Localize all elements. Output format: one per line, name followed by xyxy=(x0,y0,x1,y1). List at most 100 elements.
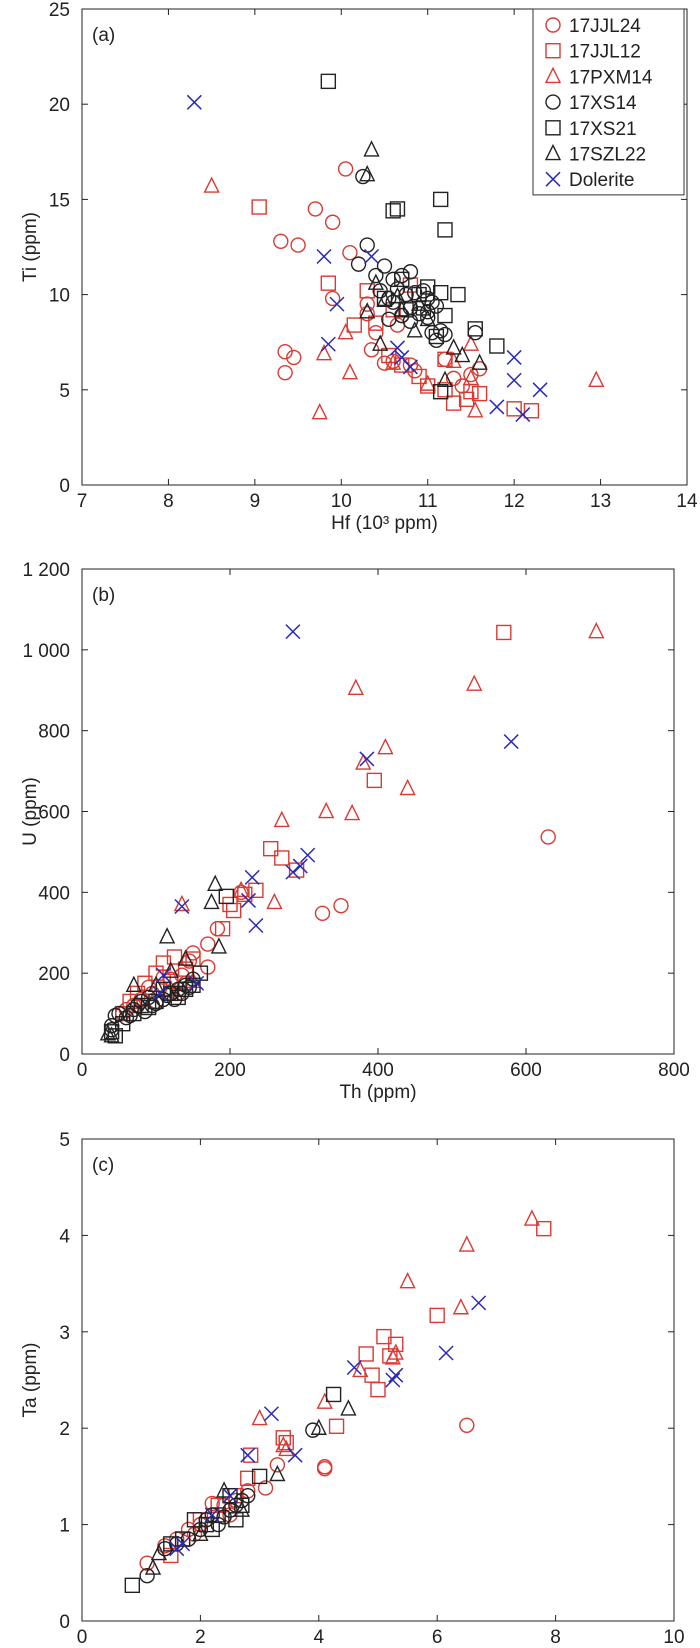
legend: 17JJL24 17JJL12 17PXM14 17XS14 17XS21 17SZL22… xyxy=(532,8,685,196)
data-point xyxy=(273,810,290,828)
y-tick-label: 15 xyxy=(49,190,70,211)
legend-label: 17PXM14 xyxy=(569,67,653,88)
x-tick-label: 0 xyxy=(77,1627,88,1648)
data-point xyxy=(290,237,306,253)
data-point xyxy=(359,165,376,182)
data-point xyxy=(240,1447,256,1463)
data-point xyxy=(393,300,410,317)
data-point xyxy=(368,324,384,341)
data-point xyxy=(462,368,480,386)
data-point xyxy=(163,1536,179,1552)
data-point xyxy=(540,829,556,845)
x-tick-label: 2 xyxy=(195,1627,206,1648)
plot-frame xyxy=(81,1138,675,1622)
data-point xyxy=(346,1359,362,1376)
data-point xyxy=(140,999,157,1016)
data-point xyxy=(269,1464,286,1482)
data-point xyxy=(147,975,165,993)
data-point xyxy=(523,403,540,419)
legend-marker xyxy=(544,66,562,84)
data-point xyxy=(148,965,164,981)
data-point xyxy=(251,1408,268,1426)
data-point xyxy=(463,366,479,383)
data-point xyxy=(366,772,382,789)
data-point xyxy=(471,385,488,402)
data-point xyxy=(368,267,384,284)
data-point xyxy=(342,245,358,261)
data-point xyxy=(359,751,375,767)
data-point xyxy=(364,248,380,265)
x-tick-label: 6 xyxy=(432,1627,443,1648)
data-point xyxy=(222,896,238,913)
data-point xyxy=(355,168,371,185)
data-point xyxy=(372,334,389,351)
data-point xyxy=(588,370,605,388)
data-point xyxy=(222,1488,238,1504)
data-point xyxy=(325,1386,342,1403)
data-point xyxy=(209,921,226,937)
data-point xyxy=(358,1346,374,1362)
x-tick-label: 9 xyxy=(250,491,261,512)
x-tick-label: 8 xyxy=(550,1627,561,1648)
data-point xyxy=(503,734,519,750)
y-tick-label: 0 xyxy=(59,1612,70,1633)
data-point xyxy=(410,294,428,311)
data-point xyxy=(376,1328,392,1345)
plot-frame xyxy=(81,8,688,486)
legend-label: 17SZL22 xyxy=(569,145,646,166)
data-point xyxy=(203,892,220,910)
data-point xyxy=(181,953,198,969)
data-point xyxy=(99,1024,117,1041)
data-point xyxy=(428,328,445,345)
series-17JJL24 xyxy=(273,161,488,394)
data-point xyxy=(278,1439,295,1457)
data-point xyxy=(233,884,249,901)
legend-marker xyxy=(545,120,561,136)
data-point xyxy=(169,1541,185,1557)
data-point xyxy=(314,905,331,922)
x-tick-label: 10 xyxy=(663,1627,684,1648)
data-point xyxy=(285,864,301,880)
data-point xyxy=(251,1468,268,1485)
data-point xyxy=(274,850,290,866)
data-point xyxy=(523,1209,541,1226)
data-point xyxy=(506,349,522,365)
x-tick-label: 14 xyxy=(676,491,698,512)
data-point xyxy=(438,1345,454,1361)
data-point xyxy=(186,94,202,110)
data-point xyxy=(324,214,341,230)
data-point xyxy=(489,399,505,415)
data-point xyxy=(174,1531,191,1547)
y-tick-label: 200 xyxy=(38,964,70,985)
data-point xyxy=(445,338,462,355)
data-point xyxy=(489,338,505,354)
data-point xyxy=(173,894,191,912)
panel-label: (c) xyxy=(92,1155,114,1176)
series-17JJL24 xyxy=(139,1417,475,1571)
data-point xyxy=(243,1447,259,1463)
data-point xyxy=(318,801,335,819)
data-point xyxy=(181,979,198,996)
y-axis-label: Ta (ppm) xyxy=(20,1343,41,1418)
panel-label: (a) xyxy=(92,25,115,46)
data-point xyxy=(376,258,393,274)
data-point xyxy=(496,624,512,641)
data-point xyxy=(445,351,462,368)
data-point xyxy=(377,738,394,755)
data-point xyxy=(437,326,453,343)
data-point xyxy=(180,1521,197,1538)
data-point xyxy=(233,1500,250,1517)
data-point xyxy=(399,1272,416,1289)
legend-box xyxy=(532,8,685,196)
data-point xyxy=(218,888,235,905)
data-point xyxy=(370,1381,386,1398)
data-point xyxy=(462,334,480,351)
x-tick-label: 200 xyxy=(214,1060,246,1081)
series-Dolerite xyxy=(186,94,548,423)
legend-marker xyxy=(545,17,561,33)
data-point xyxy=(204,1495,220,1512)
data-point xyxy=(515,407,531,423)
series-17XS21 xyxy=(103,888,235,1044)
x-tick-label: 600 xyxy=(510,1060,542,1081)
y-tick-label: 0 xyxy=(59,1045,70,1066)
